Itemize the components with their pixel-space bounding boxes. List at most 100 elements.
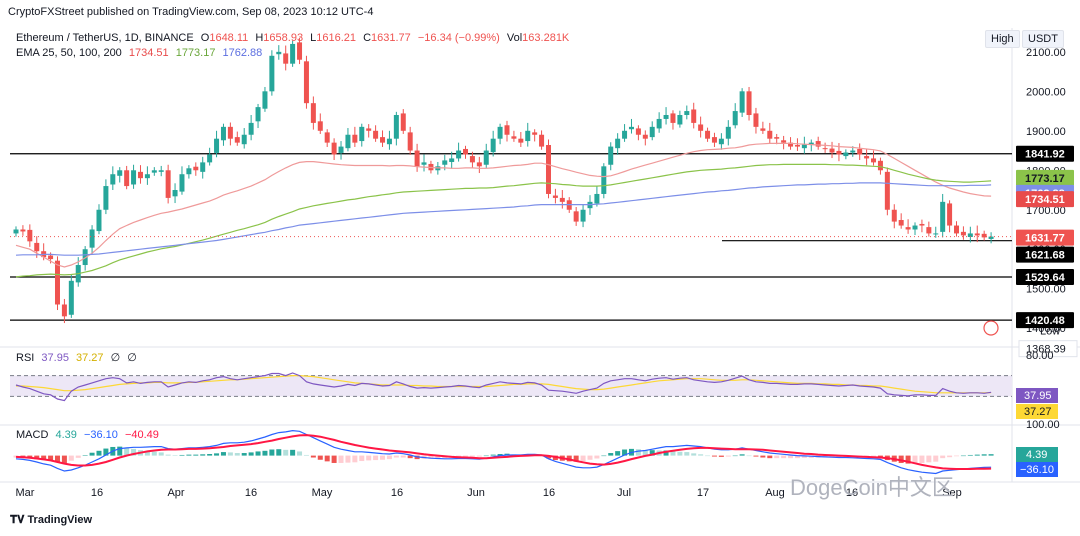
candle-body <box>421 162 427 165</box>
macd-histogram-bar <box>960 455 966 457</box>
high-button[interactable]: High <box>985 30 1020 48</box>
y-tick-label: 1500.00 <box>1026 284 1066 296</box>
tradingview-logo-icon: 𝐓𝐕 <box>10 514 28 526</box>
candle-body <box>698 124 704 131</box>
candle-body <box>815 141 821 147</box>
macd-histogram-bar <box>131 448 137 456</box>
candle-body <box>511 136 517 139</box>
watermark: DogeCoin中文区 <box>790 475 954 500</box>
candle-body <box>89 229 95 248</box>
candle-body <box>871 158 877 163</box>
candle-body <box>912 225 918 230</box>
ema25-line <box>15 142 992 268</box>
candle-body <box>34 242 40 252</box>
rsi-ma-tag-box <box>1016 404 1058 419</box>
macd-histogram-bar <box>905 455 911 464</box>
candle-body <box>137 171 143 179</box>
price-tag-value: 1621.68 <box>1025 250 1065 262</box>
high-value: 1658.93 <box>263 32 304 44</box>
macd-histogram-bar <box>393 455 399 458</box>
macd-histogram-bar <box>297 451 303 456</box>
currency-button[interactable]: USDT <box>1022 30 1064 48</box>
price-tag-value: 1631.77 <box>1025 233 1065 245</box>
macd-histogram-bar <box>303 454 309 456</box>
macd-histogram-bar <box>400 455 406 458</box>
y-tick-label: 1700.00 <box>1026 205 1066 217</box>
candle-body <box>269 55 275 92</box>
macd-histogram-bar <box>767 455 773 459</box>
macd-histogram-bar <box>359 455 365 462</box>
close-value: 1631.77 <box>371 32 411 44</box>
rsi-ma-tag-value: 37.27 <box>1024 406 1052 418</box>
x-tick-label: 16 <box>391 487 403 499</box>
macd-histogram-bar <box>186 454 192 456</box>
rsi-empty-1: ∅ <box>110 352 121 364</box>
low-tag-label: Low <box>1040 326 1060 338</box>
macd-histogram-bar <box>179 454 185 456</box>
macd-histogram-bar <box>829 455 835 458</box>
macd-histogram-bar <box>739 454 745 456</box>
x-tick-label: 16 <box>846 487 858 499</box>
candle-body <box>366 128 372 131</box>
macd-histogram-bar <box>684 452 690 456</box>
candle-body <box>151 170 157 173</box>
rsi-ma-line <box>16 375 992 394</box>
candle-body <box>303 61 309 104</box>
macd-histogram-bar <box>753 455 759 457</box>
macd-histogram-bar <box>698 454 704 456</box>
macd-hist-tag-box <box>1016 447 1058 462</box>
candle-body <box>124 170 130 187</box>
x-tick-label: Apr <box>167 487 184 499</box>
candle-body <box>497 126 503 139</box>
macd-histogram-bar <box>974 454 980 456</box>
ema25-value: 1734.51 <box>128 47 169 59</box>
candle-body <box>788 142 794 147</box>
low-label: L1616.21 <box>310 32 357 44</box>
macd-histogram-bar <box>290 449 296 456</box>
candle-body <box>628 126 634 130</box>
close-label: C1631.77 <box>363 32 411 44</box>
macd-histogram-bar <box>34 455 40 460</box>
macd-histogram-bar <box>248 452 254 456</box>
candle-body <box>345 134 351 149</box>
candle-body <box>905 227 911 230</box>
candle-body <box>691 109 697 123</box>
footer-brand: TradingView <box>27 514 93 526</box>
ohlc-legend: Ethereum / TetherUS, 1D, BINANCE O1648.1… <box>16 32 573 44</box>
ema50-line <box>15 163 992 278</box>
candle-body <box>767 130 773 139</box>
macd-histogram-bar <box>774 455 780 459</box>
macd-histogram-bar <box>933 455 939 462</box>
x-tick-label: Mar <box>16 487 35 499</box>
rsi-tick-label: 80.00 <box>1026 350 1054 362</box>
candle-body <box>27 229 33 242</box>
x-tick-label: May <box>312 487 333 499</box>
candle-body <box>601 166 607 194</box>
rsi-tick-label: 100.00 <box>1026 419 1060 431</box>
candle-body <box>622 130 628 139</box>
candle-body <box>753 113 759 127</box>
macd-line-value: −36.10 <box>83 429 118 441</box>
candle-body <box>393 115 399 139</box>
macd-histogram-bar <box>912 455 918 464</box>
macd-histogram-bar <box>967 454 973 456</box>
candle-body <box>469 156 475 163</box>
candle-body <box>207 154 213 163</box>
candle-body <box>283 53 289 64</box>
candle-body <box>248 122 254 135</box>
candle-body <box>158 170 164 172</box>
macd-histogram-bar <box>947 455 953 458</box>
macd-histogram-bar <box>601 455 607 457</box>
candle-body <box>580 209 586 222</box>
macd-histogram-bar <box>269 449 275 456</box>
price-tag-box <box>1016 269 1074 286</box>
candle-body <box>608 146 614 165</box>
candle-body <box>483 150 489 165</box>
scale-icon <box>983 320 999 336</box>
y-tick-label: 2000.00 <box>1026 86 1066 98</box>
low-tag-value: 1368.39 <box>1026 344 1066 356</box>
rsi-ma-value: 37.27 <box>76 352 104 364</box>
price-tag-box <box>1016 191 1074 208</box>
candle-body <box>297 42 303 60</box>
